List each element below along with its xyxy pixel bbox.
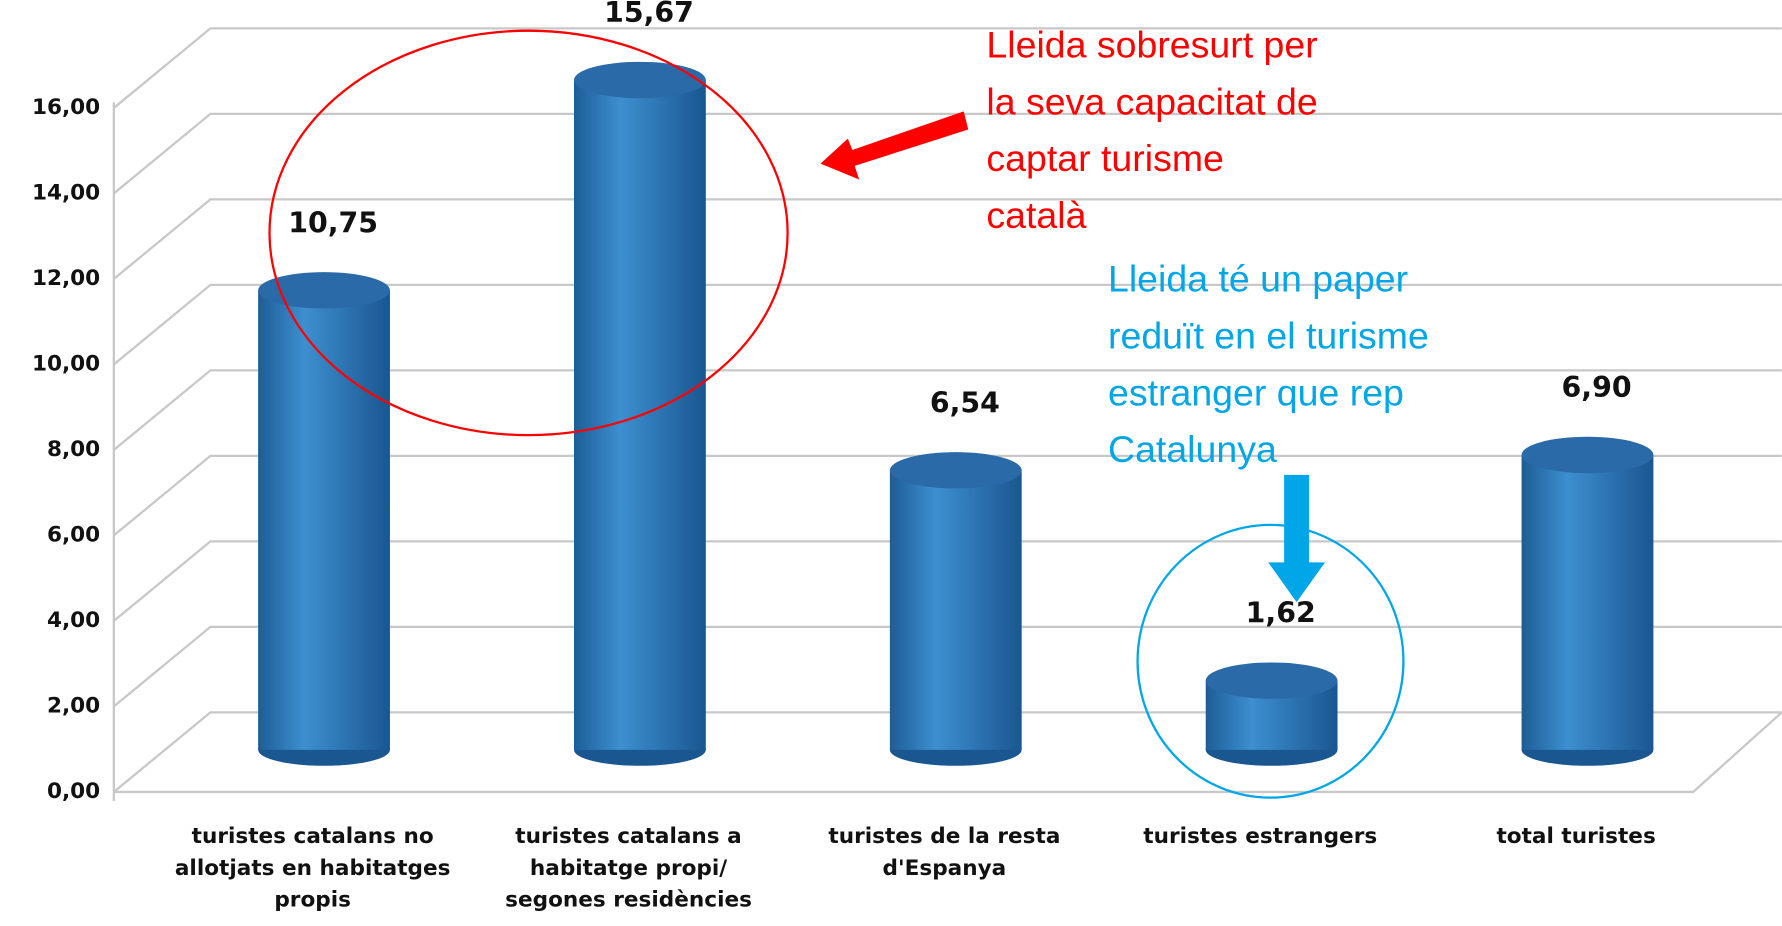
annotation-text: català (986, 194, 1086, 236)
grid-line (113, 27, 1782, 109)
annotation-text: captar turisme (986, 137, 1223, 179)
grid-line (113, 198, 1782, 280)
grid-line (113, 625, 1782, 708)
arrow (1268, 474, 1326, 603)
x-tick-label-box: turistes de la resta d'Espanya (828, 823, 1061, 881)
bar-top (574, 61, 706, 99)
annotation-text: Lleida té un paper (1108, 258, 1408, 300)
x-tick-label-box: turistes catalans no allotjats en habita… (174, 823, 451, 913)
y-tick-label: 4,00 (47, 608, 100, 633)
x-tick-label: turistes catalans a habitatge propi/ seg… (505, 823, 752, 913)
x-tick-label-box: total turistes (1496, 823, 1656, 849)
bar-top (1205, 662, 1338, 699)
annotation-text: Lleida sobresurt per (986, 24, 1317, 66)
y-tick-label: 12,00 (32, 266, 100, 291)
y-tick-label: 0,00 (47, 779, 100, 804)
value-label: 6,54 (930, 386, 1000, 419)
value-label: 10,75 (288, 206, 378, 239)
floor (113, 711, 1782, 794)
y-tick-label: 14,00 (32, 180, 100, 205)
annotation-text: Catalunya (1108, 428, 1277, 470)
bar (889, 470, 1022, 750)
x-tick-label-box: turistes catalans a habitatge propi/ seg… (505, 823, 752, 913)
grid-line (113, 540, 1782, 622)
annotation-text: reduït en el turisme (1108, 314, 1429, 356)
arrow (820, 111, 969, 180)
y-tick-label: 16,00 (32, 95, 100, 120)
highlight-circle (268, 29, 789, 437)
highlight-circle (1136, 523, 1405, 799)
grid-line (113, 283, 1782, 366)
grid-line (113, 112, 1782, 195)
bar (258, 290, 390, 750)
value-label: 6,90 (1562, 371, 1632, 404)
bar-top (889, 452, 1022, 489)
x-tick-label: turistes estrangers (1143, 823, 1378, 849)
x-tick-label: turistes catalans no allotjats en habita… (174, 823, 451, 913)
y-tick-label: 10,00 (32, 351, 100, 376)
grid-line (113, 369, 1782, 451)
annotation-text: estranger que rep (1108, 371, 1404, 413)
bar-top (258, 272, 390, 309)
y-tick-label: 6,00 (47, 522, 100, 547)
y-tick-label: 2,00 (47, 693, 100, 718)
y-tick-label: 8,00 (47, 437, 100, 462)
x-tick-label: total turistes (1496, 823, 1656, 849)
value-label: 1,62 (1246, 597, 1316, 630)
x-tick-label-box: turistes estrangers (1143, 823, 1378, 849)
x-tick-label: turistes de la resta d'Espanya (828, 823, 1061, 881)
bar-top (1521, 436, 1654, 474)
annotation-text: la seva capacitat de (986, 80, 1317, 122)
bar (1521, 454, 1654, 750)
value-label: 15,67 (604, 0, 694, 29)
grid-line (113, 454, 1782, 537)
